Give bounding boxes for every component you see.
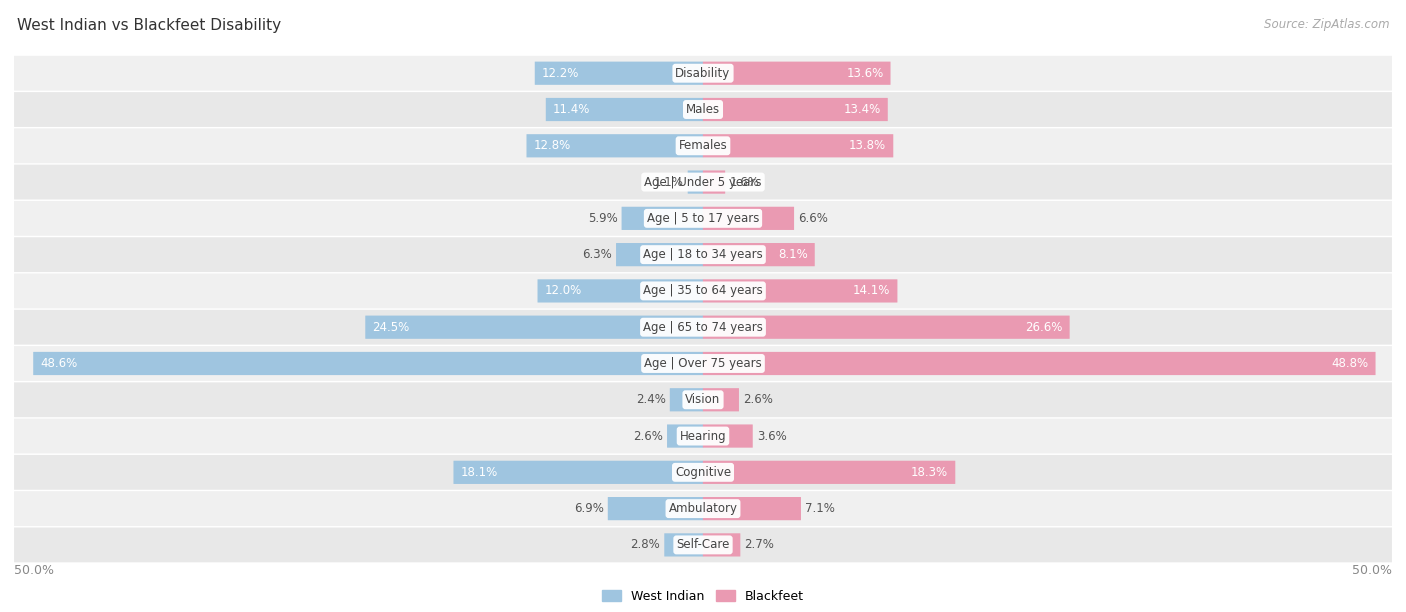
Text: 2.4%: 2.4% bbox=[636, 394, 666, 406]
Text: Age | 18 to 34 years: Age | 18 to 34 years bbox=[643, 248, 763, 261]
FancyBboxPatch shape bbox=[14, 455, 1392, 490]
Text: 50.0%: 50.0% bbox=[1353, 564, 1392, 577]
FancyBboxPatch shape bbox=[669, 388, 703, 411]
Text: Cognitive: Cognitive bbox=[675, 466, 731, 479]
Text: 7.1%: 7.1% bbox=[806, 502, 835, 515]
FancyBboxPatch shape bbox=[546, 98, 703, 121]
Text: 1.6%: 1.6% bbox=[730, 176, 759, 188]
FancyBboxPatch shape bbox=[688, 171, 703, 193]
Text: Age | 35 to 64 years: Age | 35 to 64 years bbox=[643, 285, 763, 297]
Text: 6.9%: 6.9% bbox=[574, 502, 603, 515]
FancyBboxPatch shape bbox=[703, 171, 725, 193]
Text: 6.3%: 6.3% bbox=[582, 248, 612, 261]
Text: 48.8%: 48.8% bbox=[1331, 357, 1368, 370]
Text: Self-Care: Self-Care bbox=[676, 539, 730, 551]
Text: Ambulatory: Ambulatory bbox=[668, 502, 738, 515]
FancyBboxPatch shape bbox=[703, 352, 1375, 375]
FancyBboxPatch shape bbox=[14, 165, 1392, 200]
FancyBboxPatch shape bbox=[14, 237, 1392, 272]
FancyBboxPatch shape bbox=[703, 461, 955, 484]
Text: Disability: Disability bbox=[675, 67, 731, 80]
Text: 6.6%: 6.6% bbox=[799, 212, 828, 225]
FancyBboxPatch shape bbox=[703, 243, 814, 266]
FancyBboxPatch shape bbox=[526, 134, 703, 157]
FancyBboxPatch shape bbox=[14, 528, 1392, 562]
FancyBboxPatch shape bbox=[703, 207, 794, 230]
Text: 50.0%: 50.0% bbox=[14, 564, 53, 577]
FancyBboxPatch shape bbox=[703, 388, 740, 411]
FancyBboxPatch shape bbox=[34, 352, 703, 375]
FancyBboxPatch shape bbox=[14, 346, 1392, 381]
Text: 2.7%: 2.7% bbox=[744, 539, 775, 551]
FancyBboxPatch shape bbox=[664, 533, 703, 556]
FancyBboxPatch shape bbox=[14, 419, 1392, 453]
FancyBboxPatch shape bbox=[703, 279, 897, 302]
Text: 8.1%: 8.1% bbox=[778, 248, 807, 261]
Text: 26.6%: 26.6% bbox=[1025, 321, 1063, 334]
Text: 12.8%: 12.8% bbox=[533, 140, 571, 152]
Text: Age | 65 to 74 years: Age | 65 to 74 years bbox=[643, 321, 763, 334]
FancyBboxPatch shape bbox=[534, 62, 703, 85]
FancyBboxPatch shape bbox=[703, 425, 752, 447]
FancyBboxPatch shape bbox=[703, 134, 893, 157]
FancyBboxPatch shape bbox=[14, 310, 1392, 345]
FancyBboxPatch shape bbox=[616, 243, 703, 266]
FancyBboxPatch shape bbox=[14, 56, 1392, 91]
FancyBboxPatch shape bbox=[454, 461, 703, 484]
FancyBboxPatch shape bbox=[607, 497, 703, 520]
FancyBboxPatch shape bbox=[366, 316, 703, 339]
Text: 12.0%: 12.0% bbox=[544, 285, 582, 297]
Text: 12.2%: 12.2% bbox=[541, 67, 579, 80]
Text: West Indian vs Blackfeet Disability: West Indian vs Blackfeet Disability bbox=[17, 18, 281, 34]
Text: Age | 5 to 17 years: Age | 5 to 17 years bbox=[647, 212, 759, 225]
Text: Females: Females bbox=[679, 140, 727, 152]
Text: 2.8%: 2.8% bbox=[630, 539, 661, 551]
Text: 18.1%: 18.1% bbox=[461, 466, 498, 479]
FancyBboxPatch shape bbox=[14, 92, 1392, 127]
FancyBboxPatch shape bbox=[703, 497, 801, 520]
FancyBboxPatch shape bbox=[703, 62, 890, 85]
FancyBboxPatch shape bbox=[703, 316, 1070, 339]
FancyBboxPatch shape bbox=[14, 201, 1392, 236]
Text: 3.6%: 3.6% bbox=[756, 430, 786, 442]
Text: 13.8%: 13.8% bbox=[849, 140, 886, 152]
Text: 48.6%: 48.6% bbox=[41, 357, 77, 370]
FancyBboxPatch shape bbox=[537, 279, 703, 302]
Text: Age | Over 75 years: Age | Over 75 years bbox=[644, 357, 762, 370]
FancyBboxPatch shape bbox=[14, 491, 1392, 526]
Text: Vision: Vision bbox=[685, 394, 721, 406]
FancyBboxPatch shape bbox=[14, 274, 1392, 308]
Text: 24.5%: 24.5% bbox=[373, 321, 409, 334]
Text: 2.6%: 2.6% bbox=[633, 430, 664, 442]
FancyBboxPatch shape bbox=[703, 98, 887, 121]
FancyBboxPatch shape bbox=[14, 129, 1392, 163]
FancyBboxPatch shape bbox=[14, 382, 1392, 417]
Text: 2.6%: 2.6% bbox=[742, 394, 773, 406]
Legend: West Indian, Blackfeet: West Indian, Blackfeet bbox=[596, 584, 810, 608]
Text: 18.3%: 18.3% bbox=[911, 466, 948, 479]
Text: Males: Males bbox=[686, 103, 720, 116]
Text: 5.9%: 5.9% bbox=[588, 212, 617, 225]
Text: 11.4%: 11.4% bbox=[553, 103, 591, 116]
Text: 13.4%: 13.4% bbox=[844, 103, 880, 116]
FancyBboxPatch shape bbox=[703, 533, 741, 556]
Text: 14.1%: 14.1% bbox=[853, 285, 890, 297]
Text: 13.6%: 13.6% bbox=[846, 67, 883, 80]
FancyBboxPatch shape bbox=[666, 425, 703, 447]
Text: Age | Under 5 years: Age | Under 5 years bbox=[644, 176, 762, 188]
Text: Source: ZipAtlas.com: Source: ZipAtlas.com bbox=[1264, 18, 1389, 31]
Text: Hearing: Hearing bbox=[679, 430, 727, 442]
FancyBboxPatch shape bbox=[621, 207, 703, 230]
Text: 1.1%: 1.1% bbox=[654, 176, 683, 188]
